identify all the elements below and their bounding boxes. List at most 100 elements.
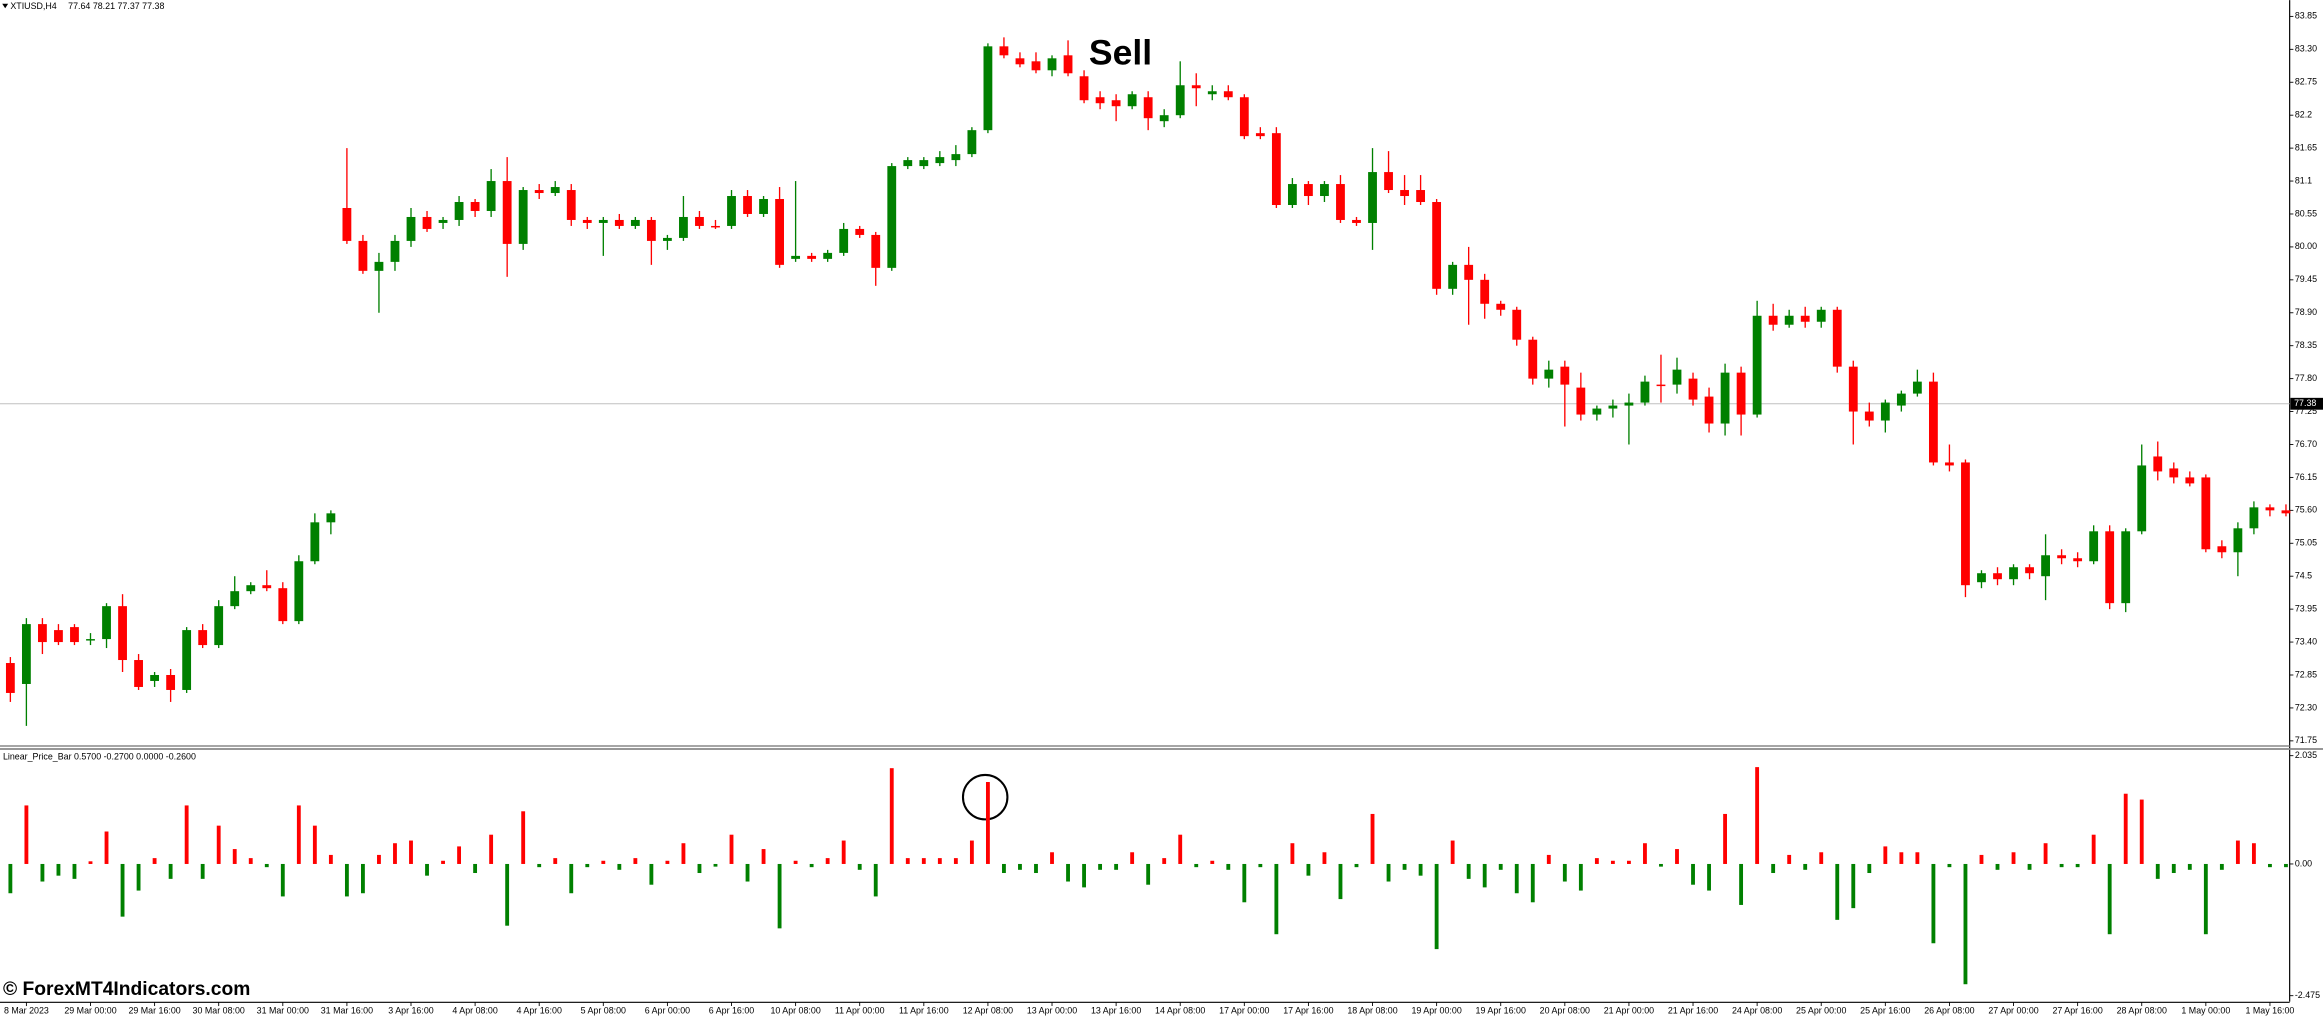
candle-body [1640, 381, 1650, 403]
candle-body [502, 181, 512, 244]
highlight-circle [961, 773, 1009, 821]
indicator-bar [1306, 863, 1311, 876]
candle-body [470, 202, 480, 211]
indicator-bar [1594, 858, 1599, 864]
candle-body [1496, 303, 1506, 310]
indicator-bar [521, 811, 526, 864]
indicator-bar [393, 843, 397, 864]
indicator-bar [216, 825, 221, 864]
indicator-bar [2107, 863, 2112, 935]
candle-body [1095, 97, 1105, 104]
candle-body [791, 255, 801, 259]
y-tick-label: 73.40 [2295, 636, 2317, 646]
candle-body [518, 190, 528, 244]
indicator-bar [617, 863, 622, 870]
indicator-bar [120, 863, 125, 917]
x-tick-label: 30 Mar 08:00 [193, 1006, 245, 1016]
candle-body [823, 252, 833, 259]
indicator-bar [1482, 863, 1487, 888]
candle-body [1592, 408, 1602, 415]
y-tick-label: 81.65 [2295, 142, 2317, 152]
candle-body [1945, 462, 1954, 466]
candle-body [2057, 555, 2067, 559]
indicator-bar [1546, 854, 1551, 864]
candle-body [166, 674, 176, 690]
candle-body [1688, 378, 1698, 400]
indicator-bar [1707, 863, 1711, 891]
x-tick-label: 6 Apr 16:00 [709, 1006, 754, 1016]
indicator-bar [2268, 863, 2272, 868]
candle-body [2265, 507, 2275, 511]
candle-body [454, 202, 464, 220]
indicator-bar [2011, 852, 2016, 864]
indicator-bar [777, 863, 782, 929]
candle-body [743, 196, 752, 214]
indicator-bar [1899, 852, 1904, 864]
x-tick-label: 24 Apr 08:00 [1732, 1006, 1782, 1016]
y-tick-label: 78.90 [2295, 307, 2317, 317]
candle-body [582, 219, 592, 223]
indicator-bar [985, 782, 990, 864]
candle-body [1287, 184, 1297, 205]
candle-body [1400, 190, 1409, 197]
indicator-bar [24, 805, 29, 864]
candle-body [5, 663, 15, 693]
candle-body [342, 207, 352, 241]
indicator-bar [344, 863, 349, 897]
candle-body [1961, 462, 1970, 586]
candle-body [294, 561, 304, 622]
indicator-bar [280, 863, 285, 897]
candle-body [1977, 573, 1986, 583]
x-tick-label: 6 Apr 00:00 [645, 1006, 690, 1016]
x-tick-label: 28 Apr 08:00 [2117, 1006, 2167, 1016]
candle-body [1127, 94, 1137, 107]
indicator-bar [457, 846, 462, 864]
candle-body [935, 157, 945, 164]
candle-body [871, 234, 881, 268]
candle-body [1880, 402, 1890, 421]
indicator-bar [1178, 834, 1183, 864]
indicator-bar [713, 863, 718, 867]
candle-body [326, 513, 336, 523]
indicator-bar [857, 863, 862, 870]
candle-body [1416, 190, 1426, 203]
candle-body [214, 606, 224, 646]
indicator-bar [312, 825, 317, 864]
candle-body [919, 160, 929, 167]
candle-body [21, 624, 31, 684]
indicator-bar [633, 858, 638, 864]
symbol-icon [2, 3, 9, 9]
y-tick-label: 71.75 [2295, 735, 2317, 745]
indicator-bar [729, 834, 734, 864]
candle-body [855, 228, 865, 235]
candle-body [2217, 546, 2227, 553]
indicator-bar [248, 858, 253, 864]
candle-body [1047, 58, 1057, 71]
indicator-bar [1787, 854, 1792, 864]
candle-body [695, 216, 704, 226]
indicator-bar [1643, 843, 1647, 864]
candle-body [2009, 567, 2018, 580]
indicator-bar [505, 863, 510, 926]
indicator-bar [1146, 863, 1151, 885]
x-tick-label: 10 Apr 08:00 [770, 1006, 820, 1016]
candle-body [2041, 555, 2050, 577]
candle-body [1304, 184, 1313, 197]
indicator-bar [809, 863, 814, 868]
candle-body [1912, 381, 1922, 394]
candle-body [1704, 396, 1714, 424]
candle-body [2233, 528, 2243, 553]
indicator-bar [969, 840, 974, 864]
candle-body [2025, 567, 2034, 574]
indicator-bar [937, 858, 942, 864]
candle-body [663, 237, 672, 241]
candle-body [1784, 315, 1794, 325]
y-tick-label: 72.30 [2295, 702, 2317, 712]
x-tick-label: 4 Apr 16:00 [517, 1006, 562, 1016]
candle-body [999, 46, 1009, 56]
indicator-bar [409, 840, 413, 864]
candle-body [1175, 85, 1185, 116]
candle-body [1384, 172, 1393, 191]
indicator-bar [1739, 863, 1744, 905]
x-tick-label: 18 Apr 08:00 [1347, 1006, 1397, 1016]
